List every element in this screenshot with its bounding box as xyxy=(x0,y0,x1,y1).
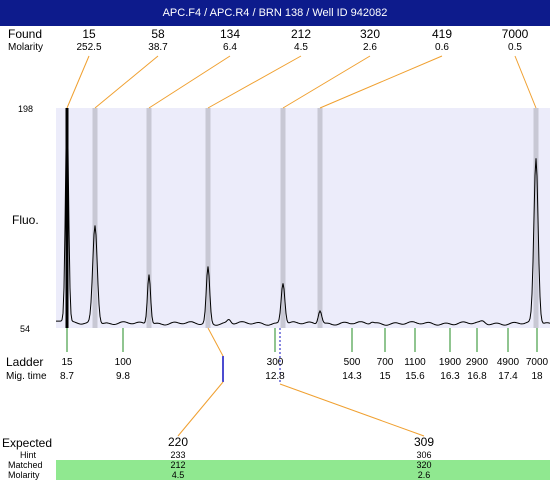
ladder-time-700: 15 xyxy=(379,371,391,382)
connector-expected-309 xyxy=(279,383,425,437)
found-molarity-7000: 0.5 xyxy=(508,42,522,53)
found-size-15: 15 xyxy=(82,27,96,41)
found-size-212: 212 xyxy=(290,27,312,41)
hint-label: Hint xyxy=(20,450,37,460)
found-molarity-15: 252.5 xyxy=(76,42,102,53)
ladder-size-2900: 2900 xyxy=(465,357,489,368)
ladder-size-4900: 4900 xyxy=(496,357,520,368)
connector-58 xyxy=(94,55,159,109)
expected-size-220: 220 xyxy=(167,435,189,449)
found-molarity-320: 2.6 xyxy=(363,42,377,53)
peak-band-320 xyxy=(280,108,286,328)
expected-hint-220: 233 xyxy=(170,450,186,460)
peak-band-212 xyxy=(205,108,211,328)
expected-hint-309: 306 xyxy=(416,450,432,460)
y-tick-min: 54 xyxy=(20,324,31,334)
expected-label: Expected xyxy=(2,436,53,450)
peak-band-15 xyxy=(65,108,69,328)
found-label: Found xyxy=(8,27,43,41)
ladder-time-4900: 17.4 xyxy=(498,371,518,382)
connector-15 xyxy=(66,55,90,109)
found-molarity-58: 38.7 xyxy=(148,42,168,53)
expected-molarity-label: Molarity xyxy=(8,470,40,480)
mig-time-label: Mig. time xyxy=(6,371,47,382)
found-molarity-212: 4.5 xyxy=(294,42,308,53)
ladder-time-1100: 15.6 xyxy=(405,371,425,382)
expected-molarity-220: 4.5 xyxy=(171,470,185,480)
ladder-size-300: 300 xyxy=(266,357,284,368)
ladder-time-15: 8.7 xyxy=(60,371,74,382)
ladder-time-300: 12.8 xyxy=(265,371,285,382)
connector-7000 xyxy=(514,55,537,109)
expected-matched-220: 212 xyxy=(170,460,186,470)
ladder-size-7000: 7000 xyxy=(525,357,549,368)
connector-expected-220-top xyxy=(207,327,224,357)
found-size-7000: 7000 xyxy=(501,27,529,41)
chart-title: APC.F4 / APC.R4 / BRN 138 / Well ID 9420… xyxy=(0,0,550,26)
ladder-size-700: 700 xyxy=(376,357,394,368)
y-tick-max: 198 xyxy=(18,104,34,114)
peak-band-134 xyxy=(146,108,152,328)
expected-matched-309: 320 xyxy=(416,460,432,470)
ladder-time-1900: 16.3 xyxy=(440,371,460,382)
connector-320 xyxy=(282,55,371,109)
matched-label: Matched xyxy=(8,460,43,470)
ladder-size-1900: 1900 xyxy=(438,357,462,368)
expected-size-309: 309 xyxy=(413,435,435,449)
y-axis-label: Fluo. xyxy=(12,213,39,227)
ladder-time-500: 14.3 xyxy=(342,371,362,382)
ladder-time-100: 9.8 xyxy=(116,371,130,382)
ladder-size-100: 100 xyxy=(114,357,132,368)
ladder-size-500: 500 xyxy=(343,357,361,368)
connector-419 xyxy=(319,55,443,109)
found-size-320: 320 xyxy=(359,27,381,41)
peak-band-58 xyxy=(92,108,98,328)
ladder-time-7000: 18 xyxy=(531,371,543,382)
ladder-size-1100: 1100 xyxy=(404,357,426,368)
found-molarity-134: 6.4 xyxy=(223,42,237,53)
trace-line xyxy=(56,107,550,326)
matched-highlight xyxy=(56,460,550,480)
connector-134 xyxy=(148,55,231,109)
ladder-size-15: 15 xyxy=(61,357,73,368)
plot-area xyxy=(56,108,550,328)
found-size-134: 134 xyxy=(219,27,241,41)
ladder-label: Ladder xyxy=(6,355,44,369)
connector-expected-220 xyxy=(177,381,224,437)
ladder-time-2900: 16.8 xyxy=(467,371,487,382)
found-size-58: 58 xyxy=(151,27,165,41)
found-size-419: 419 xyxy=(431,27,453,41)
peak-band-419 xyxy=(317,108,323,328)
expected-molarity-309: 2.6 xyxy=(417,470,431,480)
found-molarity-419: 0.6 xyxy=(435,42,449,53)
connector-212 xyxy=(207,55,302,109)
peak-band-7000 xyxy=(533,108,539,328)
found-molarity-label: Molarity xyxy=(8,42,44,53)
